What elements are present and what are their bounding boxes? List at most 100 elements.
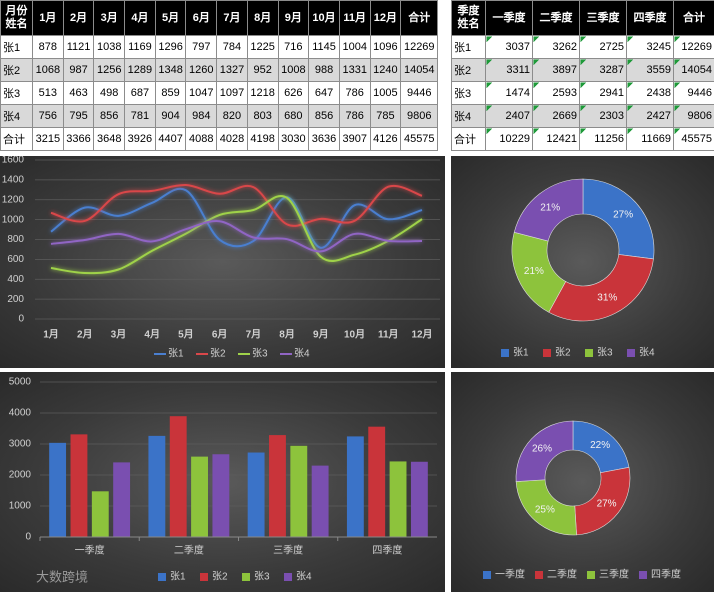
value-cell: 2303 xyxy=(580,105,627,128)
value-cell: 1225 xyxy=(247,36,278,59)
legend-label: 张4 xyxy=(296,571,312,583)
value-cell: 2669 xyxy=(533,105,580,128)
column-header: 12月 xyxy=(370,1,401,36)
legend-swatch xyxy=(501,349,509,357)
y-tick-label: 1200 xyxy=(2,194,25,205)
corner-text: 季度 xyxy=(454,5,483,18)
column-header: 4月 xyxy=(125,1,156,36)
value-cell: 498 xyxy=(94,82,125,105)
value-cell: 4407 xyxy=(155,128,186,151)
value-cell: 786 xyxy=(339,105,370,128)
y-tick-label: 3000 xyxy=(9,439,32,450)
value-cell: 795 xyxy=(63,105,94,128)
column-header: 2月 xyxy=(63,1,94,36)
legend-label: 张1 xyxy=(168,348,184,360)
value-cell: 14054 xyxy=(674,59,714,82)
name-cell: 张3 xyxy=(452,82,486,105)
value-cell: 856 xyxy=(94,105,125,128)
y-tick-label: 1000 xyxy=(9,501,32,512)
value-cell: 3648 xyxy=(94,128,125,151)
value-cell: 3636 xyxy=(309,128,340,151)
bar xyxy=(368,427,385,537)
x-tick-label: 5月 xyxy=(178,329,194,341)
legend-swatch xyxy=(242,573,250,581)
value-cell: 803 xyxy=(247,105,278,128)
name-cell: 合计 xyxy=(452,128,486,151)
legend-label: 二季度 xyxy=(547,568,577,581)
value-cell: 1005 xyxy=(370,82,401,105)
value-cell: 680 xyxy=(278,105,309,128)
data-label: 21% xyxy=(540,202,560,213)
corner-cell: 季度姓名 xyxy=(452,1,486,36)
bar xyxy=(92,491,109,537)
bar xyxy=(71,434,88,537)
y-tick-label: 0 xyxy=(25,532,31,543)
value-cell: 786 xyxy=(339,82,370,105)
name-cell: 张3 xyxy=(1,82,33,105)
legend-label: 四季度 xyxy=(651,568,681,581)
value-cell: 797 xyxy=(186,36,217,59)
bar xyxy=(170,416,187,537)
value-cell: 1474 xyxy=(486,82,533,105)
legend-label: 张4 xyxy=(639,347,655,359)
bar xyxy=(312,466,329,537)
y-tick-label: 1000 xyxy=(2,214,25,225)
data-label: 22% xyxy=(590,440,610,451)
value-cell: 14054 xyxy=(401,59,438,82)
x-tick-label: 四季度 xyxy=(372,544,402,557)
value-cell: 513 xyxy=(33,82,64,105)
data-label: 21% xyxy=(524,266,544,277)
bar xyxy=(269,435,286,537)
value-cell: 988 xyxy=(309,59,340,82)
y-tick-label: 800 xyxy=(7,234,24,245)
x-tick-label: 6月 xyxy=(212,329,228,341)
value-cell: 3215 xyxy=(33,128,64,151)
value-cell: 647 xyxy=(309,82,340,105)
value-cell: 463 xyxy=(63,82,94,105)
column-header: 5月 xyxy=(155,1,186,36)
value-cell: 716 xyxy=(278,36,309,59)
value-cell: 756 xyxy=(33,105,64,128)
bar xyxy=(212,454,229,537)
column-header: 8月 xyxy=(247,1,278,36)
value-cell: 784 xyxy=(217,36,248,59)
column-header: 11月 xyxy=(339,1,370,36)
y-tick-label: 400 xyxy=(7,274,24,285)
value-cell: 12421 xyxy=(533,128,580,151)
value-cell: 3907 xyxy=(339,128,370,151)
x-tick-label: 9月 xyxy=(313,329,329,341)
value-cell: 3897 xyxy=(533,59,580,82)
legend-swatch xyxy=(627,349,635,357)
value-cell: 45575 xyxy=(401,128,438,151)
legend-label: 张3 xyxy=(254,571,270,583)
value-cell: 1331 xyxy=(339,59,370,82)
name-cell: 张1 xyxy=(452,36,486,59)
name-cell: 张4 xyxy=(1,105,33,128)
value-cell: 3037 xyxy=(486,36,533,59)
column-header: 合计 xyxy=(674,1,714,36)
value-cell: 1004 xyxy=(339,36,370,59)
x-tick-label: 一季度 xyxy=(75,544,105,557)
legend-swatch xyxy=(284,573,292,581)
data-label: 27% xyxy=(597,499,617,510)
value-cell: 4088 xyxy=(186,128,217,151)
value-cell: 3245 xyxy=(627,36,674,59)
value-cell: 4126 xyxy=(370,128,401,151)
name-cell: 张2 xyxy=(1,59,33,82)
value-cell: 1218 xyxy=(247,82,278,105)
x-tick-label: 12月 xyxy=(411,329,432,341)
